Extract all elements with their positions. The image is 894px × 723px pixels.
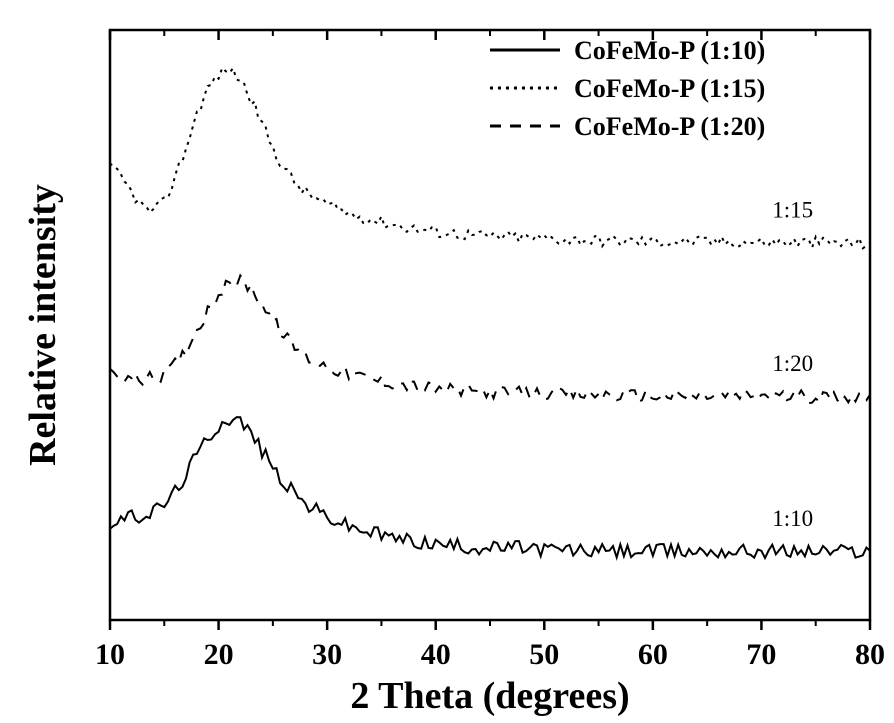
svg-text:60: 60 — [638, 638, 668, 671]
svg-text:40: 40 — [421, 638, 451, 671]
svg-text:CoFeMo-P (1:10): CoFeMo-P (1:10) — [574, 36, 765, 65]
svg-text:20: 20 — [204, 638, 234, 671]
svg-text:2 Theta (degrees): 2 Theta (degrees) — [350, 675, 629, 717]
svg-text:CoFeMo-P (1:20): CoFeMo-P (1:20) — [574, 112, 765, 141]
svg-text:10: 10 — [95, 638, 125, 671]
svg-text:30: 30 — [312, 638, 342, 671]
xrd-chart: 10 20 30 40 50 60 70 80 2 Theta (degrees) Relativ… — [0, 0, 894, 723]
svg-text:CoFeMo-P (1:15): CoFeMo-P (1:15) — [574, 74, 765, 103]
svg-text:50: 50 — [529, 638, 559, 671]
svg-text:Relative intensity: Relative intensity — [22, 184, 64, 466]
svg-text:80: 80 — [855, 638, 885, 671]
svg-text:70: 70 — [746, 638, 776, 671]
svg-text:1:20: 1:20 — [772, 351, 813, 376]
svg-text:1:15: 1:15 — [772, 197, 813, 222]
svg-text:1:10: 1:10 — [772, 506, 813, 531]
chart-svg: 10 20 30 40 50 60 70 80 2 Theta (degrees) Relativ… — [0, 0, 894, 723]
